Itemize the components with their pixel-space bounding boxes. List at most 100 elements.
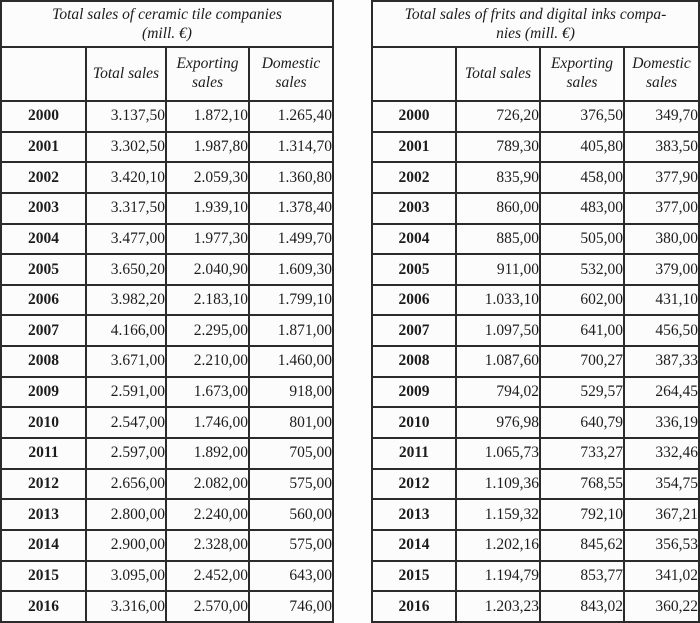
domestic-sales-value: 380,00 — [622, 222, 700, 256]
total-sales-value: 3.095,00 — [85, 559, 167, 593]
frits-digital-inks-sales-table: Total sales of frits and digital inks co… — [370, 0, 700, 623]
year-cell: 2010 — [370, 406, 457, 440]
column-header-exporting-sales: Exporting sales — [165, 46, 250, 102]
table-row: 2001 789,30 405,80 383,50 — [370, 130, 700, 164]
total-sales-value: 1.109,36 — [454, 467, 541, 501]
table-row: 2014 1.202,16 845,62 356,53 — [370, 528, 700, 562]
table-row: 2011 1.065,73 733,27 332,46 — [370, 437, 700, 470]
table-row: 2010 976,98 640,79 336,19 — [370, 406, 700, 440]
year-cell: 2012 — [370, 467, 457, 501]
table-row: 2013 1.159,32 792,10 367,21 — [370, 498, 700, 531]
domestic-sales-value: 367,21 — [622, 498, 700, 531]
table-row: 2003 860,00 483,00 377,00 — [370, 191, 700, 225]
table-row: 2013 2.800,00 2.240,00 560,00 — [0, 498, 335, 531]
total-sales-value: 1.065,73 — [454, 437, 541, 470]
domestic-sales-value: 354,75 — [622, 467, 700, 501]
year-cell: 2016 — [0, 590, 87, 623]
title-line: Total sales of frits and digital inks co… — [404, 5, 667, 23]
table-row: 2003 3.317,50 1.939,10 1.378,40 — [0, 191, 335, 225]
exporting-sales-value: 1.939,10 — [165, 191, 250, 225]
total-sales-value: 3.137,50 — [85, 100, 167, 133]
table-row: 2008 1.087,60 700,27 387,33 — [370, 345, 700, 378]
domestic-sales-value: 356,53 — [622, 528, 700, 562]
total-sales-value: 976,98 — [454, 406, 541, 440]
total-sales-value: 1.194,79 — [454, 559, 541, 593]
total-sales-value: 1.087,60 — [454, 345, 541, 378]
exporting-sales-value: 405,80 — [538, 130, 625, 164]
table-row: 2008 3.671,00 2.210,00 1.460,00 — [0, 345, 335, 378]
exporting-sales-value: 376,50 — [538, 100, 625, 133]
domestic-sales-value: 1.360,80 — [247, 161, 335, 194]
total-sales-value: 2.900,00 — [85, 528, 167, 562]
year-cell: 2015 — [0, 559, 87, 593]
total-sales-value: 2.591,00 — [85, 375, 167, 409]
column-header-total-sales: Total sales — [85, 46, 167, 102]
year-cell: 2000 — [0, 100, 87, 133]
table-row: 2006 1.033,10 602,00 431,10 — [370, 283, 700, 317]
domestic-sales-value: 746,00 — [247, 590, 335, 623]
year-cell: 2002 — [370, 161, 457, 194]
domestic-sales-value: 1.799,10 — [247, 283, 335, 317]
title-line: Total sales of ceramic tile companies — [52, 5, 282, 23]
total-sales-value: 1.159,32 — [454, 498, 541, 531]
title-line: nies (mill. €) — [496, 25, 575, 42]
exporting-sales-value: 843,02 — [538, 590, 625, 623]
domestic-sales-value: 575,00 — [247, 467, 335, 501]
table-row: 2004 3.477,00 1.977,30 1.499,70 — [0, 222, 335, 256]
year-cell: 2014 — [0, 528, 87, 562]
domestic-sales-value: 1.609,30 — [247, 253, 335, 286]
table-row: 2002 3.420,10 2.059,30 1.360,80 — [0, 161, 335, 194]
year-cell: 2006 — [370, 283, 457, 317]
table-row: 2000 3.137,50 1.872,10 1.265,40 — [0, 100, 335, 133]
exporting-sales-value: 1.673,00 — [165, 375, 250, 409]
table-row: 2007 1.097,50 641,00 456,50 — [370, 314, 700, 348]
empty-corner-cell — [0, 46, 87, 102]
year-cell: 2009 — [0, 375, 87, 409]
domestic-sales-value: 1.378,40 — [247, 191, 335, 225]
domestic-sales-value: 643,00 — [247, 559, 335, 593]
exporting-sales-value: 529,57 — [538, 375, 625, 409]
table-row: 2009 794,02 529,57 264,45 — [370, 375, 700, 409]
total-sales-value: 2.547,00 — [85, 406, 167, 440]
table-row: 2005 3.650,20 2.040,90 1.609,30 — [0, 253, 335, 286]
total-sales-value: 835,90 — [454, 161, 541, 194]
domestic-sales-value: 1.499,70 — [247, 222, 335, 256]
domestic-sales-value: 560,00 — [247, 498, 335, 531]
domestic-sales-value: 456,50 — [622, 314, 700, 348]
exporting-sales-value: 458,00 — [538, 161, 625, 194]
exporting-sales-value: 483,00 — [538, 191, 625, 225]
exporting-sales-value: 2.183,10 — [165, 283, 250, 317]
total-sales-value: 1.202,16 — [454, 528, 541, 562]
exporting-sales-value: 1.872,10 — [165, 100, 250, 133]
year-cell: 2007 — [370, 314, 457, 348]
title-line: (mill. €) — [142, 25, 192, 42]
total-sales-value: 794,02 — [454, 375, 541, 409]
year-cell: 2006 — [0, 283, 87, 317]
year-cell: 2005 — [0, 253, 87, 286]
total-sales-value: 3.671,00 — [85, 345, 167, 378]
year-cell: 2012 — [0, 467, 87, 501]
table-row: 2014 2.900,00 2.328,00 575,00 — [0, 528, 335, 562]
domestic-sales-value: 264,45 — [622, 375, 700, 409]
domestic-sales-value: 1.460,00 — [247, 345, 335, 378]
total-sales-value: 3.316,00 — [85, 590, 167, 623]
table-row: 2001 3.302,50 1.987,80 1.314,70 — [0, 130, 335, 164]
exporting-sales-value: 2.295,00 — [165, 314, 250, 348]
table-row: 2009 2.591,00 1.673,00 918,00 — [0, 375, 335, 409]
total-sales-value: 1.203,23 — [454, 590, 541, 623]
year-cell: 2013 — [0, 498, 87, 531]
exporting-sales-value: 2.059,30 — [165, 161, 250, 194]
total-sales-value: 3.317,50 — [85, 191, 167, 225]
exporting-sales-value: 733,27 — [538, 437, 625, 470]
exporting-sales-value: 532,00 — [538, 253, 625, 286]
year-cell: 2011 — [0, 437, 87, 470]
total-sales-value: 860,00 — [454, 191, 541, 225]
year-cell: 2015 — [370, 559, 457, 593]
exporting-sales-value: 641,00 — [538, 314, 625, 348]
domestic-sales-value: 575,00 — [247, 528, 335, 562]
frits-digital-inks-table-title: Total sales of frits and digital inks co… — [370, 0, 700, 48]
column-header-exporting-sales: Exporting sales — [538, 46, 625, 102]
column-header-domestic-sales: Domestic sales — [622, 46, 700, 102]
exporting-sales-value: 505,00 — [538, 222, 625, 256]
